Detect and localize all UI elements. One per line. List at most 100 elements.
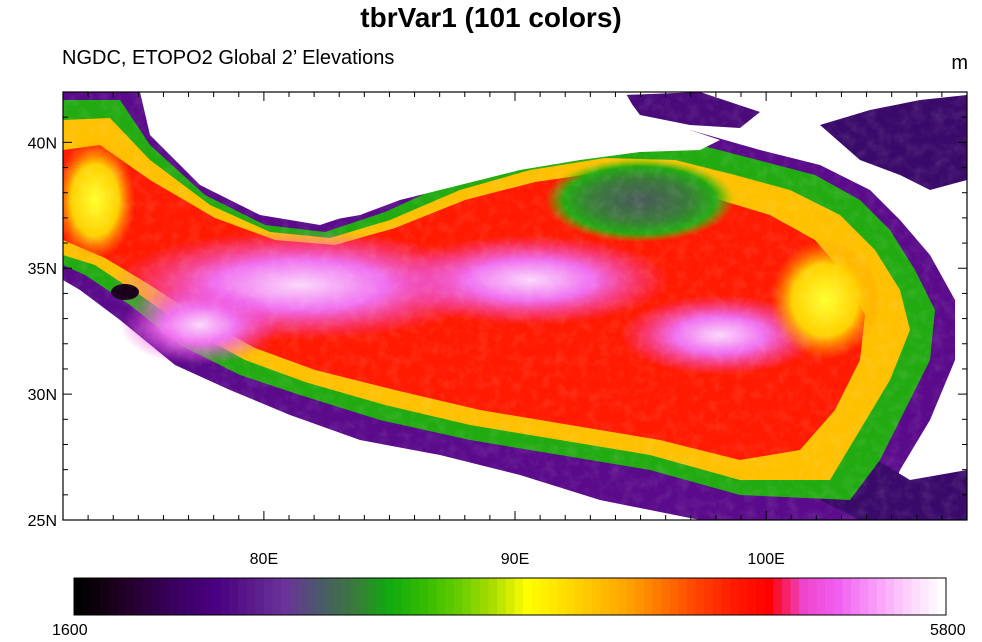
colorbar-cell (557, 578, 567, 615)
colorbar-cell (410, 578, 420, 615)
colorbar-cell (885, 578, 895, 615)
colorbar-cell (427, 578, 438, 615)
colorbar-cell (704, 578, 714, 615)
colorbar-cell (756, 578, 766, 615)
lat-tick-label: 25N (28, 513, 57, 530)
colorbar-cell (393, 578, 403, 615)
colorbar-cell (894, 578, 904, 615)
colorbar-cell (540, 578, 550, 615)
colorbar-cell (453, 578, 464, 615)
colorbar-cell (497, 578, 507, 615)
colorbar-cell (350, 578, 360, 615)
lon-tick-label: 100E (747, 551, 784, 568)
lon-tick-label: 80E (250, 551, 278, 568)
colorbar-cell (652, 578, 662, 615)
dataset-subtitle: NGDC, ETOPO2 Global 2’ Elevations (62, 47, 395, 69)
colorbar-cell (168, 578, 179, 615)
colorbar-cell (522, 578, 533, 615)
colorbar-cell (790, 578, 800, 615)
colorbar-min-label: 1600 (52, 622, 88, 639)
colorbar-cell (669, 578, 679, 615)
colorbar-cell (367, 578, 377, 615)
colorbar-cell (712, 578, 723, 615)
colorbar-cell (764, 578, 774, 615)
colorbar-cell (99, 578, 110, 615)
colorbar-cell (678, 578, 688, 615)
axis-labels: 25N 30N 35N 40N 80E 90E 100E (28, 135, 785, 568)
colorbar-cell (730, 578, 740, 615)
colorbar-cell (799, 578, 809, 615)
colorbar-cell (462, 578, 472, 615)
colorbar-cell (600, 578, 610, 615)
colorbar-cell (531, 578, 541, 615)
colorbar-cell (212, 578, 222, 615)
colorbar-cell (626, 578, 636, 615)
colorbar-cell (479, 578, 490, 615)
colorbar-cell (816, 578, 826, 615)
colorbar-cell (229, 578, 239, 615)
colorbar-cell (220, 578, 231, 615)
colorbar-cell (238, 578, 248, 615)
colorbar-cell (117, 578, 127, 615)
colorbar-cell (74, 578, 84, 615)
colorbar-cell (911, 578, 921, 615)
colorbar-cell (868, 578, 878, 615)
colorbar-max-label: 5800 (930, 622, 966, 639)
colorbar-cell (574, 578, 584, 615)
colorbar-cell (738, 578, 749, 615)
colorbar-cell (315, 578, 325, 615)
colorbar-cell (635, 578, 645, 615)
colorbar-frame (73, 577, 947, 616)
colorbar-cell (807, 578, 818, 615)
colorbar-cell (246, 578, 256, 615)
colorbar-cell (920, 578, 930, 615)
colorbar-cell (488, 578, 498, 615)
colorbar-cell (333, 578, 343, 615)
colorbar-cell (514, 578, 524, 615)
colorbar-cell (341, 578, 351, 615)
colorbar-cell (695, 578, 705, 615)
colorbar-cell (419, 578, 429, 615)
colorbar-cell (445, 578, 455, 615)
colorbar-cell (82, 578, 92, 615)
colorbar-cell (255, 578, 265, 615)
colorbar-cell (617, 578, 628, 615)
colorbar-cell (281, 578, 291, 615)
colorbar-cell (307, 578, 317, 615)
colorbar-cell (358, 578, 369, 615)
colorbar-cell (721, 578, 731, 615)
colorbar-cell (566, 578, 576, 615)
units-label: m (951, 52, 968, 74)
colorbar-cell (125, 578, 136, 615)
colorbar (74, 578, 947, 615)
lat-tick-label: 30N (28, 387, 57, 404)
lat-tick-label: 40N (28, 135, 57, 152)
colorbar-cell (186, 578, 196, 615)
colorbar-cell (160, 578, 170, 615)
colorbar-cell (928, 578, 938, 615)
colorbar-cell (384, 578, 395, 615)
colorbar-cell (177, 578, 187, 615)
colorbar-cell (134, 578, 144, 615)
colorbar-cell (263, 578, 274, 615)
colorbar-cell (661, 578, 671, 615)
colorbar-cell (851, 578, 861, 615)
lat-tick-label: 35N (28, 261, 57, 278)
colorbar-cell (471, 578, 481, 615)
colorbar-cell (298, 578, 308, 615)
axis-ticks (62, 91, 968, 521)
colorbar-cell (592, 578, 602, 615)
colorbar-cell (902, 578, 913, 615)
plot-title: tbrVar1 (101 colors) (360, 2, 622, 33)
colorbar-cell (876, 578, 887, 615)
colorbar-cell (108, 578, 118, 615)
colorbar-cell (825, 578, 835, 615)
elevation-map (63, 92, 967, 520)
colorbar-cell (842, 578, 852, 615)
colorbar-cell (436, 578, 446, 615)
terrain-texture (63, 92, 967, 520)
colorbar-cell (402, 578, 412, 615)
colorbar-cell (272, 578, 282, 615)
colorbar-cell (686, 578, 697, 615)
